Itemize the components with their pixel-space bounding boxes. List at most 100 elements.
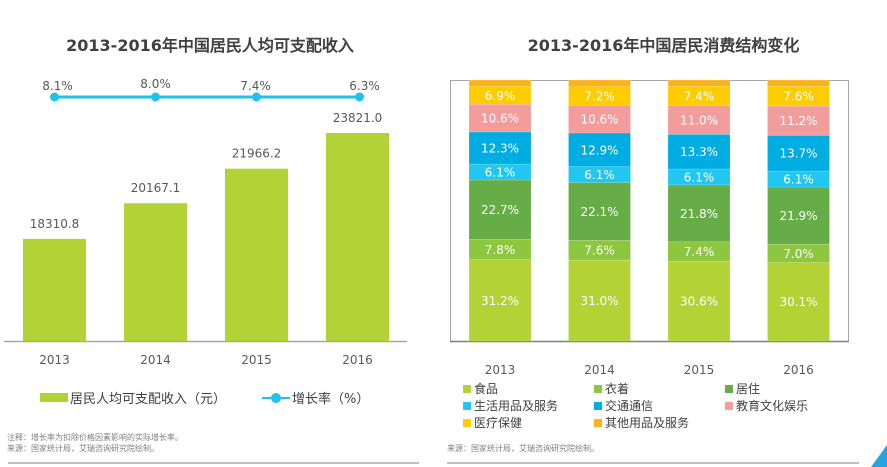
consumption-segment-label: 22.1%: [580, 205, 618, 219]
consumption-segment: [468, 163, 532, 181]
income-bar-label: 20167.1: [131, 181, 181, 195]
legend-label: 交通通信: [605, 399, 654, 413]
consumption-segment: [568, 79, 631, 87]
consumption-segment-label: 6.9%: [485, 89, 516, 103]
income-legend: 居民人均可支配收入（元） 增长率（%）: [40, 388, 369, 407]
consumption-legend-item: 交通通信: [594, 397, 653, 414]
consumption-x-tick: 2015: [684, 363, 715, 377]
consumption-segment: [468, 103, 532, 133]
consumption-segment-label: 10.6%: [580, 113, 618, 127]
income-bar: [326, 133, 389, 341]
legend-label: 衣着: [605, 382, 630, 396]
legend-label: 生活用品及服务: [474, 399, 559, 413]
income-bar-legend-swatch: [40, 393, 68, 402]
income-bar: [225, 168, 288, 341]
consumption-x-tick: 2016: [783, 363, 814, 377]
consumption-segment: [568, 182, 631, 241]
income-bar-label: 23821.0: [333, 111, 383, 125]
consumption-segment: [468, 179, 532, 240]
consumption-segment: [667, 105, 731, 135]
consumption-segment-label: 30.1%: [779, 295, 817, 309]
growth-legend-label: 增长率（%）: [292, 392, 370, 407]
growth-point: [252, 92, 261, 102]
consumption-segment-label: 21.9%: [779, 209, 817, 223]
consumption-segment-label: 6.1%: [684, 170, 715, 184]
consumption-segment: [468, 238, 532, 260]
income-x-tick: 2014: [140, 353, 171, 367]
income-bar: [23, 238, 86, 341]
consumption-segment-label: 7.6%: [584, 244, 615, 258]
consumption-segment-label: 13.3%: [680, 145, 718, 159]
legend-swatch: [594, 401, 602, 410]
consumption-segment-label: 22.7%: [481, 203, 519, 217]
legend-label: 教育文化娱乐: [736, 399, 809, 413]
legend-label: 食品: [474, 382, 499, 396]
growth-label: 7.4%: [240, 79, 271, 93]
consumption-segment: [667, 168, 731, 186]
consumption-segment-label: 10.6%: [481, 112, 519, 126]
income-bar-label: 18310.8: [30, 217, 80, 231]
consumption-legend-item: 食品: [463, 380, 498, 397]
consumption-segment: [667, 133, 731, 170]
legend-swatch: [463, 384, 471, 393]
consumption-legend-item: 衣着: [594, 380, 629, 397]
consumption-segment-label: 6.1%: [783, 173, 814, 187]
growth-point: [50, 92, 59, 102]
income-x-tick: 2016: [342, 353, 373, 367]
income-legend-label: 居民人均可支配收入（元）: [70, 392, 227, 407]
legend-swatch: [725, 384, 733, 393]
consumption-segment-label: 7.4%: [684, 89, 715, 103]
legend-swatch: [463, 418, 471, 427]
legend-label: 医疗保健: [474, 416, 523, 430]
growth-label: 6.3%: [349, 79, 380, 93]
legend-swatch: [594, 384, 602, 393]
consumption-segment-label: 6.1%: [584, 168, 615, 182]
consumption-segment-label: 31.0%: [580, 294, 618, 308]
consumption-segment-label: 11.0%: [680, 113, 718, 127]
consumption-legend-item: 教育文化娱乐: [725, 397, 808, 414]
consumption-segment: [767, 186, 830, 245]
consumption-segment: [767, 243, 830, 263]
corner-decoration: [871, 445, 887, 467]
consumption-segment: [667, 241, 731, 262]
consumption-segment-label: 6.1%: [485, 166, 516, 180]
growth-line-legend-icon: [262, 391, 291, 405]
growth-label: 8.1%: [42, 79, 73, 93]
consumption-segment: [568, 132, 631, 167]
consumption-segment-label: 7.8%: [485, 243, 516, 257]
consumption-x-tick: 2013: [485, 363, 516, 377]
growth-point: [355, 92, 364, 102]
consumption-segment: [568, 105, 631, 134]
growth-label: 8.0%: [140, 77, 171, 91]
consumption-segment-label: 7.4%: [684, 245, 715, 259]
consumption-legend-item: 其他用品及服务: [594, 414, 689, 431]
income-notes: 注释：增长率为扣除价格因素影响的实际增长率。 来源：国家统计局，艾瑞咨询研究院绘…: [7, 432, 183, 454]
consumption-segment-label: 12.9%: [580, 143, 618, 157]
consumption-legend-item: 医疗保健: [463, 414, 522, 431]
income-x-tick: 2013: [39, 353, 70, 367]
consumption-segment-label: 21.8%: [680, 207, 718, 221]
income-x-tick: 2015: [241, 353, 272, 367]
consumption-segment-label: 13.7%: [779, 147, 817, 161]
consumption-chart-title: 2013-2016年中国居民消费结构变化: [527, 36, 800, 55]
consumption-segment-label: 31.2%: [481, 294, 519, 308]
consumption-segment-label: 11.2%: [779, 114, 817, 128]
consumption-segment: [767, 105, 830, 136]
legend-swatch: [463, 401, 471, 410]
legend-label: 其他用品及服务: [605, 416, 690, 430]
income-bar: [124, 203, 187, 341]
consumption-segment-label: 12.3%: [481, 141, 519, 155]
growth-point: [151, 92, 160, 102]
consumption-segment: [767, 79, 830, 87]
consumption-legend-item: 生活用品及服务: [463, 397, 558, 414]
consumption-segment-label: 7.0%: [783, 247, 814, 261]
consumption-segment: [468, 259, 532, 342]
note-text: 注释：增长率为扣除价格因素影响的实际增长率。: [7, 433, 183, 442]
consumption-notes: 来源：国家统计局，艾瑞咨询研究院绘制。: [447, 443, 599, 454]
divider-left: [8, 462, 419, 464]
legend-swatch: [725, 401, 733, 410]
source-text: 来源：国家统计局，艾瑞咨询研究院绘制。: [447, 444, 599, 453]
consumption-segment-label: 30.6%: [680, 295, 718, 309]
income-chart-title: 2013-2016年中国居民人均可支配收入: [66, 36, 354, 55]
